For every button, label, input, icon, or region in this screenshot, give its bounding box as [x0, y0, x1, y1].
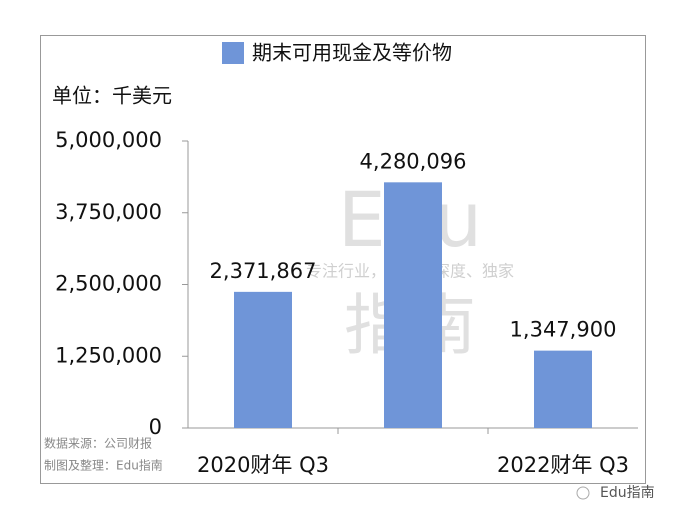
- value-label: 1,347,900: [510, 318, 617, 342]
- y-tick-label: 3,750,000: [55, 200, 162, 224]
- source-note: 制图及整理：Edu指南: [44, 458, 163, 473]
- value-label: 4,280,096: [360, 149, 467, 173]
- bar: [384, 182, 442, 428]
- source-note: 数据来源：公司财报: [44, 436, 152, 451]
- y-tick-label: 1,250,000: [55, 343, 162, 367]
- legend-swatch: [222, 42, 244, 64]
- x-tick-label: 2020财年 Q3: [197, 453, 329, 477]
- legend-label: 期末可用现金及等价物: [252, 41, 452, 65]
- x-tick-label: 2022财年 Q3: [497, 453, 629, 477]
- value-label: 2,371,867: [210, 259, 317, 283]
- y-tick-label: 5,000,000: [55, 128, 162, 152]
- brand: Edu指南: [600, 485, 655, 501]
- bar: [234, 291, 292, 428]
- y-tick-label: 2,500,000: [55, 272, 162, 296]
- unit-label: 单位：千美元: [52, 84, 172, 108]
- brand-icon: [576, 486, 590, 500]
- bar: [534, 350, 592, 428]
- y-tick-label: 0: [149, 415, 162, 439]
